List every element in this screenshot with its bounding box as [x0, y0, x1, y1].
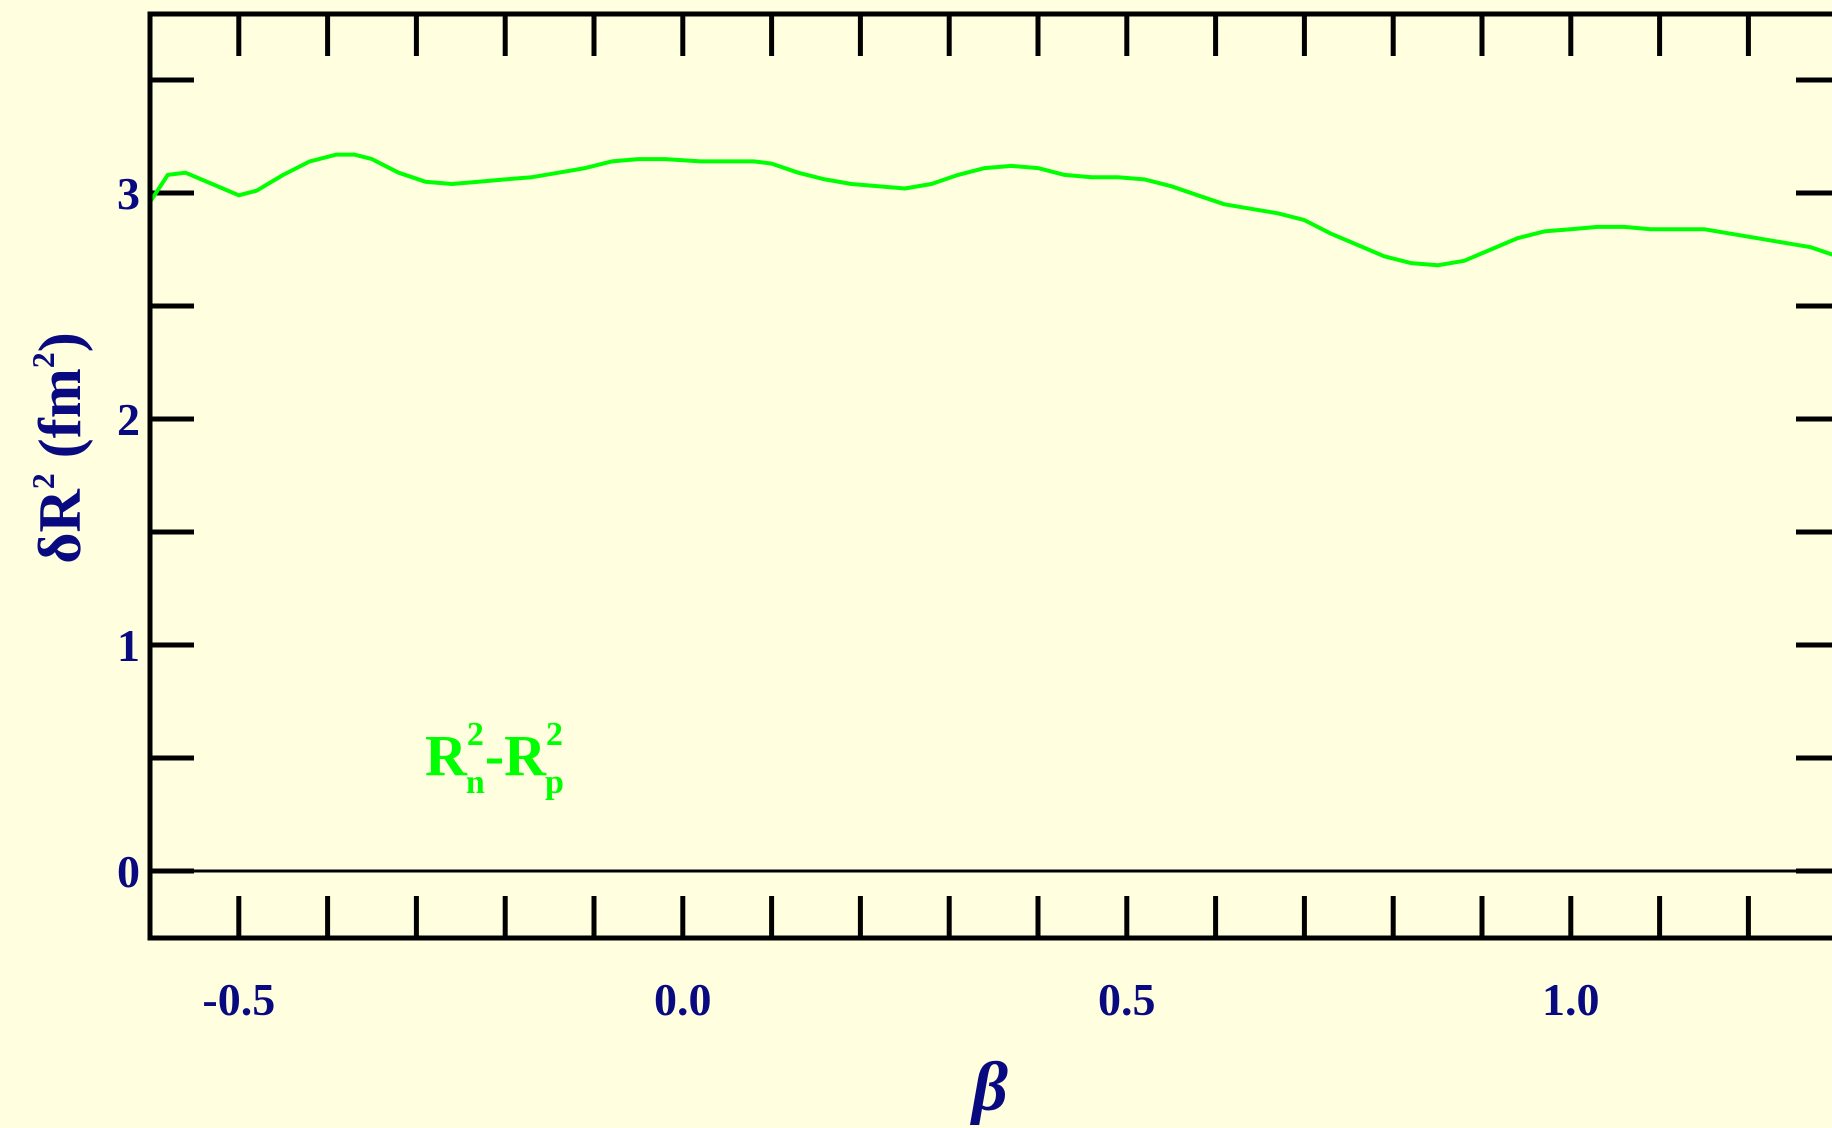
x-tick-label: -0.5	[202, 974, 275, 1025]
plot-frame	[147, 11, 1832, 941]
series-label-r1: R	[425, 723, 468, 788]
series-label-r2: R	[504, 723, 547, 788]
series-label-sub1: n	[466, 764, 485, 801]
y-tick-label: 2	[117, 394, 140, 445]
series-label-sub2: p	[545, 764, 564, 801]
y-axis-title-sup: 2	[25, 473, 61, 489]
y-axis-title-unit-open: (fm	[27, 368, 93, 473]
x-tick-label: 1.0	[1542, 974, 1600, 1025]
series-label-rn2-rp2: R2 n-R2 p	[425, 716, 564, 801]
series-line-rn2-rp2	[148, 152, 1832, 268]
y-axis-title-unit-sup: 2	[25, 352, 61, 368]
ticks-layer	[150, 14, 1832, 938]
y-tick-label: 3	[117, 168, 140, 219]
series-label-dash: -	[485, 723, 504, 788]
series-label-sup1: 2	[467, 716, 484, 753]
series-label-sup2: 2	[546, 716, 563, 753]
y-axis-title-unit-close: )	[27, 332, 93, 352]
y-tick-label: 1	[117, 620, 140, 671]
tick-labels-layer: -0.5 0.0 0.5 1.0 0 1 2 3	[117, 168, 1600, 1025]
x-tick-label: 0.0	[654, 974, 712, 1025]
y-axis-title-prefix: δR	[27, 489, 93, 564]
x-tick-label: 0.5	[1098, 974, 1156, 1025]
y-tick-label: 0	[117, 846, 140, 897]
y-axis-title: δR2 (fm2)	[25, 332, 93, 563]
x-axis-title: β	[969, 1049, 1008, 1126]
